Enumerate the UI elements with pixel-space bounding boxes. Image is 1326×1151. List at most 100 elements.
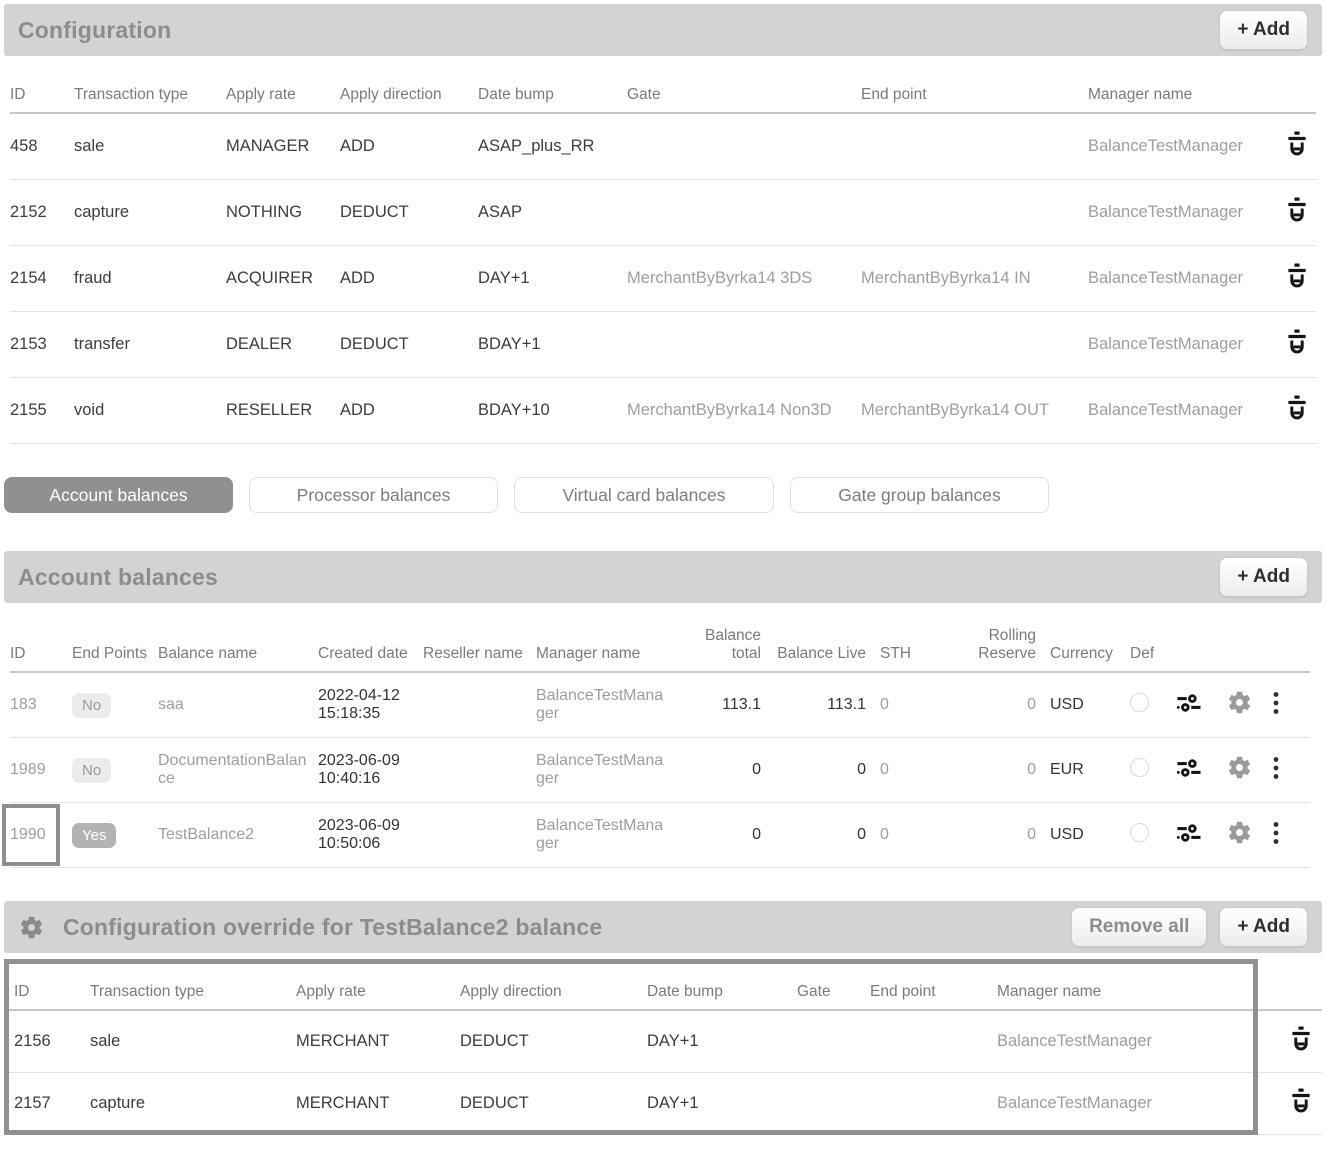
cell-end-point: MerchantByByrka14 IN xyxy=(861,245,1088,312)
cell-date-bump: DAY+1 xyxy=(647,1072,797,1135)
cell-balance-name: saa xyxy=(158,672,318,738)
account-balances-add-button[interactable]: + Add xyxy=(1219,557,1308,597)
gear-icon xyxy=(1228,756,1251,779)
delete-button[interactable] xyxy=(1288,1087,1314,1115)
account-balances-section-header: Account balances + Add xyxy=(4,551,1322,603)
cell-id: 2156 xyxy=(4,1010,90,1073)
col-created-date: Created date xyxy=(318,621,423,673)
cell-rolling-reserve: 0 xyxy=(960,802,1050,868)
delete-button[interactable] xyxy=(1284,328,1310,356)
cell-apply-rate: DEALER xyxy=(226,311,340,378)
cell-manager-name: BalanceTestManager xyxy=(1088,179,1284,246)
table-row: 2155 void RESELLER ADD BDAY+10 MerchantB… xyxy=(10,377,1316,444)
trash-icon xyxy=(1286,262,1308,288)
table-row: 458 sale MANAGER ADD ASAP_plus_RR Balanc… xyxy=(10,113,1316,180)
remove-all-button[interactable]: Remove all xyxy=(1071,907,1208,947)
cell-date-bump: BDAY+1 xyxy=(478,311,627,378)
tune-button[interactable] xyxy=(1176,822,1203,844)
cell-apply-direction: ADD xyxy=(340,245,478,312)
delete-button[interactable] xyxy=(1284,394,1310,422)
default-radio[interactable] xyxy=(1130,758,1149,777)
account-balances-table: ID End Points Balance name Created date … xyxy=(2,621,1310,868)
col-gate: Gate xyxy=(797,959,870,1011)
cell-sth: 0 xyxy=(880,802,960,868)
cell-apply-direction: DEDUCT xyxy=(340,179,478,246)
more-menu-button[interactable] xyxy=(1272,756,1280,780)
cell-id: 1989 xyxy=(10,737,72,803)
tab-processor-balances[interactable]: Processor balances xyxy=(249,477,498,513)
override-table-container: ID Transaction type Apply rate Apply dir… xyxy=(4,959,1322,1135)
cell-reseller-name xyxy=(423,737,536,803)
default-radio[interactable] xyxy=(1130,823,1149,842)
balance-type-tabs: Account balances Processor balances Virt… xyxy=(4,477,1322,513)
col-manager-name: Manager name xyxy=(1088,80,1284,114)
cell-gate: MerchantByByrka14 3DS xyxy=(627,245,861,312)
table-row: 2156 sale MERCHANT DEDUCT DAY+1 BalanceT… xyxy=(4,1010,1322,1073)
cell-id: 1990 xyxy=(2,802,72,868)
col-actions xyxy=(1258,959,1322,1011)
delete-button[interactable] xyxy=(1288,1025,1314,1053)
col-transaction-type: Transaction type xyxy=(74,80,226,114)
cell-reseller-name xyxy=(423,672,536,738)
col-balance-name: Balance name xyxy=(158,621,318,673)
table-row: 2152 capture NOTHING DEDUCT ASAP Balance… xyxy=(10,179,1316,246)
col-manager-name: Manager name xyxy=(997,959,1258,1011)
cell-transaction-type: void xyxy=(74,377,226,444)
cell-balance-total: 0 xyxy=(680,737,775,803)
configuration-add-button[interactable]: + Add xyxy=(1219,10,1308,50)
kebab-menu-icon xyxy=(1273,821,1279,844)
col-actions xyxy=(1272,621,1310,673)
cell-balance-name: DocumentationBalance xyxy=(158,737,318,803)
col-apply-rate: Apply rate xyxy=(296,959,460,1011)
settings-button[interactable] xyxy=(1226,819,1253,846)
kebab-menu-icon xyxy=(1273,756,1279,779)
tab-gate-group-balances[interactable]: Gate group balances xyxy=(790,477,1049,513)
cell-gate xyxy=(797,1010,870,1073)
end-points-badge: No xyxy=(72,757,112,783)
trash-icon xyxy=(1290,1025,1312,1051)
tune-button[interactable] xyxy=(1176,692,1203,714)
cell-transaction-type: capture xyxy=(90,1072,296,1135)
override-add-button[interactable]: + Add xyxy=(1219,907,1308,947)
tab-virtual-card-balances[interactable]: Virtual card balances xyxy=(514,477,774,513)
cell-transaction-type: fraud xyxy=(74,245,226,312)
configuration-section-header: Configuration + Add xyxy=(4,4,1322,56)
col-end-point: End point xyxy=(870,959,997,1011)
cell-manager-name: BalanceTestManager xyxy=(536,737,680,803)
cell-created-date: 2023-06-09 10:50:06 xyxy=(318,802,423,868)
more-menu-button[interactable] xyxy=(1272,821,1280,845)
more-menu-button[interactable] xyxy=(1272,691,1280,715)
trash-icon xyxy=(1290,1087,1312,1113)
cell-id: 2155 xyxy=(10,377,74,444)
col-end-point: End point xyxy=(861,80,1088,114)
delete-button[interactable] xyxy=(1284,130,1310,158)
default-radio[interactable] xyxy=(1130,693,1149,712)
settings-button[interactable] xyxy=(1226,754,1253,781)
cell-sth: 0 xyxy=(880,672,960,738)
cell-end-point xyxy=(870,1010,997,1073)
delete-button[interactable] xyxy=(1284,196,1310,224)
tune-icon xyxy=(1176,693,1203,712)
tune-button[interactable] xyxy=(1176,757,1203,779)
cell-manager-name: BalanceTestManager xyxy=(997,1072,1258,1135)
cell-apply-rate: MANAGER xyxy=(226,113,340,180)
table-row-selected[interactable]: 1990 Yes TestBalance2 2023-06-09 10:50:0… xyxy=(2,802,1310,868)
cell-rolling-reserve: 0 xyxy=(960,737,1050,803)
settings-button[interactable] xyxy=(1226,689,1253,716)
col-apply-direction: Apply direction xyxy=(460,959,647,1011)
gear-icon xyxy=(1228,691,1251,714)
trash-icon xyxy=(1286,328,1308,354)
col-reseller-name: Reseller name xyxy=(423,621,536,673)
cell-id: 2157 xyxy=(4,1072,90,1135)
cell-gate xyxy=(627,179,861,246)
configuration-title: Configuration xyxy=(18,16,172,43)
cell-apply-direction: DEDUCT xyxy=(460,1010,647,1073)
tab-account-balances[interactable]: Account balances xyxy=(4,477,233,513)
cell-end-point xyxy=(861,113,1088,180)
table-row[interactable]: 183 No saa 2022-04-12 15:18:35 BalanceTe… xyxy=(10,672,1310,738)
table-row[interactable]: 1989 No DocumentationBalance 2023-06-09 … xyxy=(10,737,1310,803)
col-rolling-reserve: Rolling Reserve xyxy=(960,621,1050,673)
delete-button[interactable] xyxy=(1284,262,1310,290)
cell-date-bump: DAY+1 xyxy=(478,245,627,312)
end-points-badge: Yes xyxy=(72,822,117,848)
